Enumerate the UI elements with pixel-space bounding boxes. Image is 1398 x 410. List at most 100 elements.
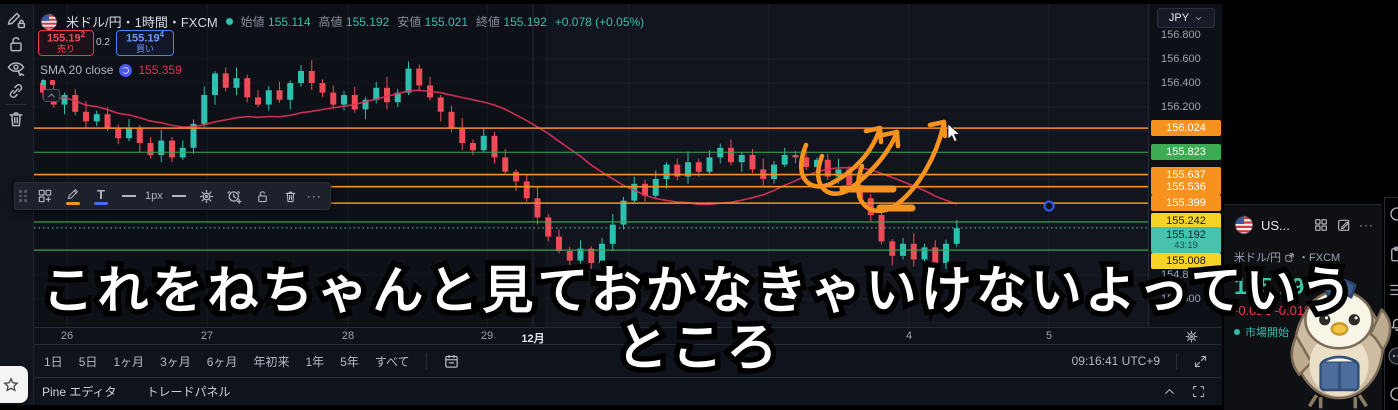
line-style-icon[interactable] <box>167 185 191 207</box>
range-button[interactable]: 5日 <box>78 354 98 369</box>
line-width-icon[interactable] <box>117 185 141 207</box>
candlestick-chart[interactable] <box>34 4 1148 327</box>
toolbar-divider <box>1176 353 1177 369</box>
current-price-badge: 155.192 43:19 <box>1151 227 1221 253</box>
price-line-badge: 155.536 <box>1151 179 1221 195</box>
add-alert-icon[interactable] <box>223 185 247 207</box>
range-button[interactable]: 3ヶ月 <box>160 354 191 369</box>
time-axis[interactable]: 26 27 28 29 12月 4 5 <box>34 327 1222 345</box>
watchlist-flag-icon <box>1234 215 1254 235</box>
bottom-tab[interactable]: トレードパネル <box>146 385 231 399</box>
lock-drawings-icon[interactable] <box>6 34 26 54</box>
ohlc-pair: 始値 155.114 <box>240 15 311 29</box>
axis-settings-gear-icon[interactable] <box>1184 329 1199 344</box>
watchlist-header: US... ··· <box>1234 215 1374 235</box>
price-line-badge: 155.399 <box>1151 195 1221 211</box>
indicator-name: SMA 20 close <box>40 63 114 77</box>
chart-pane[interactable]: 米ドル/円・1時間・FXCM 始値 155.114 高値 155.192 安値 15… <box>34 4 1148 327</box>
price-tick: 156.200 <box>1161 101 1201 113</box>
chart-window: 米ドル/円・1時間・FXCM 始値 155.114 高値 155.192 安値 15… <box>34 4 1222 405</box>
go-to-date-icon[interactable] <box>443 353 460 370</box>
watchlist-grid-icon[interactable] <box>1313 217 1329 233</box>
market-status: 市場開始 <box>1234 324 1374 340</box>
hide-drawings-icon[interactable] <box>6 58 26 78</box>
buy-button[interactable]: 155.194 買い <box>116 30 174 56</box>
watchlist-compose-icon[interactable] <box>1336 217 1352 233</box>
toolbar-drag-handle[interactable] <box>19 190 27 202</box>
price-scale[interactable]: JPY 156.800 156.600 156.400 156.200 154.800 1… <box>1148 4 1222 327</box>
price-change: +0.078 (+0.05%) <box>554 14 645 29</box>
range-toolbar: 1日 5日 1ヶ月 3ヶ月 6ヶ月 年初来 1年 5年 すべて 09:16:41 UTC+9 <box>34 344 1222 377</box>
indicator-loading-icon <box>119 63 133 77</box>
price-tick: 156.600 <box>1161 53 1201 65</box>
indicator-value: 155.359 <box>138 63 182 77</box>
save-template-icon[interactable] <box>33 185 57 207</box>
market-open-dot <box>225 18 233 25</box>
symbol-title[interactable]: 米ドル/円・1時間・FXCM <box>66 15 218 30</box>
price-line-badge: 155.823 <box>1151 144 1221 160</box>
range-button[interactable]: 1日 <box>44 354 63 369</box>
line-width-value[interactable]: 1px <box>145 190 163 202</box>
indicator-legend[interactable]: SMA 20 close 155.359 <box>40 63 182 77</box>
range-button[interactable]: 1ヶ月 <box>113 354 145 369</box>
clock-display[interactable]: 09:16:41 UTC+9 <box>1071 354 1160 368</box>
stay-in-drawing-mode-icon[interactable] <box>6 10 26 30</box>
ohlc-pair: 高値 155.192 <box>318 15 390 29</box>
time-axis-label: 29 <box>480 330 494 342</box>
remove-drawings-icon[interactable] <box>6 109 26 129</box>
line-color-picker[interactable] <box>61 185 85 207</box>
bottom-tab-bar: Pine エディタ トレードパネル <box>34 377 1222 405</box>
price-line-badge: 155.008 <box>1151 253 1221 269</box>
sell-button[interactable]: 155.192 売り <box>38 30 94 56</box>
price-tick: 156.400 <box>1161 77 1201 89</box>
text-color-picker[interactable]: T <box>89 185 113 207</box>
ohlc-pair: 安値 155.021 <box>397 15 469 29</box>
drawing-handle[interactable] <box>1043 200 1055 212</box>
range-button[interactable]: すべて <box>374 354 410 369</box>
watchlist-more-icon[interactable]: ··· <box>1359 218 1374 232</box>
lock-drawing-icon[interactable] <box>251 185 275 207</box>
delete-drawing-icon[interactable] <box>279 185 303 207</box>
market-status-dot <box>1234 329 1240 335</box>
watchlist-price: 155.192 <box>1234 273 1312 299</box>
ohlc-pair: 終値 155.192 <box>476 15 547 29</box>
right-sidebar-icons <box>1384 197 1398 410</box>
price-tick: 154.800 <box>1161 269 1201 281</box>
drawing-settings-gear-icon[interactable] <box>195 185 219 207</box>
symbol-header: 米ドル/円・1時間・FXCM 始値 155.114 高値 155.192 安値 15… <box>40 12 644 31</box>
time-axis-label: 5 <box>1045 330 1053 342</box>
price-line-badge: 156.024 <box>1151 120 1221 136</box>
spread-value: 0.2 <box>96 37 110 48</box>
mouse-cursor <box>947 123 961 143</box>
watchlist-title[interactable]: US... <box>1261 217 1290 233</box>
time-axis-label: 26 <box>60 330 74 342</box>
currency-dropdown[interactable]: JPY <box>1157 8 1215 28</box>
time-axis-label: 12月 <box>521 333 545 345</box>
more-options-icon[interactable]: ··· <box>306 189 322 203</box>
range-button[interactable]: 5年 <box>340 354 359 369</box>
panel-maximize-icon[interactable] <box>1191 384 1206 399</box>
sync-drawings-icon[interactable] <box>6 81 26 101</box>
time-axis-label: 4 <box>905 330 913 342</box>
help-icon[interactable] <box>1388 205 1398 223</box>
price-tick: 154.600 <box>1161 293 1201 305</box>
legend-collapse-button[interactable] <box>43 89 60 102</box>
watchlist-symbol-row[interactable]: 米ドル/円 ・FXCM <box>1234 252 1341 264</box>
price-tick: 156.800 <box>1161 29 1201 41</box>
ohlc-values: 始値 155.114 高値 155.192 安値 155.021 終値 155.192 <box>241 13 547 30</box>
range-button[interactable]: 1年 <box>305 354 325 369</box>
sidebar-divider <box>5 104 27 105</box>
owl-mascot <box>1284 256 1396 410</box>
time-axis-label: 27 <box>200 330 214 342</box>
symbol-flag-icon <box>40 13 58 31</box>
bottom-tab[interactable]: Pine エディタ <box>42 385 117 399</box>
chat-icon[interactable] <box>1388 347 1398 365</box>
range-button[interactable]: 年初来 <box>253 354 290 369</box>
panel-collapse-icon[interactable] <box>1162 384 1177 399</box>
favorites-star-button[interactable] <box>0 366 28 403</box>
drawing-settings-toolbar: T 1px ··· <box>14 182 331 210</box>
toolbar-divider <box>425 353 427 369</box>
watchlist-change: -0.021 -0.01% <box>1234 303 1316 318</box>
maximize-chart-icon[interactable] <box>1193 354 1208 369</box>
range-button[interactable]: 6ヶ月 <box>206 354 238 369</box>
